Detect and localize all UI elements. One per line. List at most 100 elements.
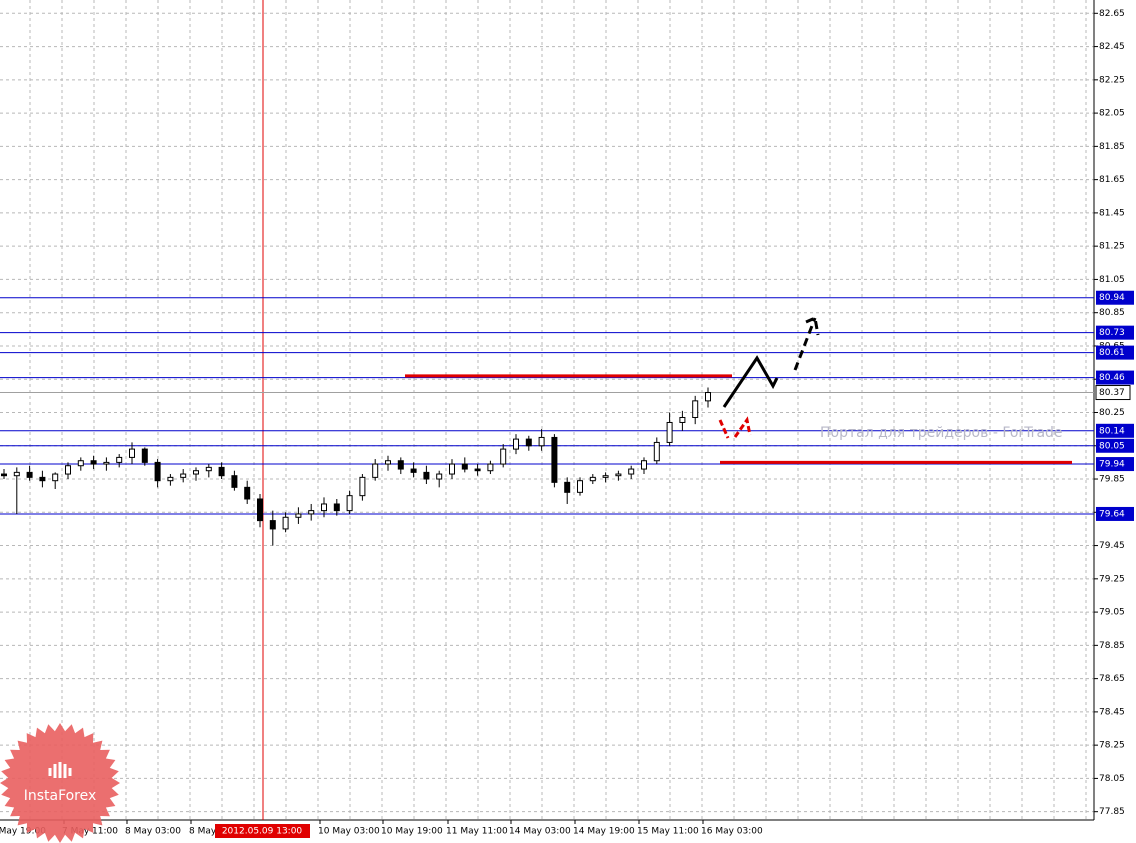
candle-body bbox=[436, 473, 443, 480]
forecast-arrow bbox=[722, 355, 779, 408]
y-tick-label: 79.25 bbox=[1099, 574, 1125, 584]
time-marker-box bbox=[215, 824, 310, 838]
y-tick-label: 78.25 bbox=[1099, 741, 1125, 751]
candle-body bbox=[282, 516, 289, 530]
candle-body bbox=[461, 463, 468, 470]
candle-body bbox=[65, 465, 71, 475]
logo bbox=[0, 723, 120, 843]
y-tick-label: 82.25 bbox=[1099, 75, 1125, 85]
candle-body bbox=[653, 441, 660, 462]
candle-body bbox=[295, 513, 302, 518]
level-label: 80.73 bbox=[1099, 328, 1125, 338]
candle-body bbox=[615, 473, 622, 477]
level-label-box bbox=[1096, 506, 1134, 521]
candle-body bbox=[193, 470, 199, 475]
candle-body bbox=[474, 468, 481, 472]
candle-body bbox=[525, 438, 532, 447]
level-label-box bbox=[1096, 423, 1134, 438]
candle-body bbox=[500, 448, 507, 465]
y-tick-label: 79.85 bbox=[1099, 475, 1125, 485]
level-label-box bbox=[1096, 345, 1134, 360]
level-label: 80.61 bbox=[1099, 348, 1125, 358]
candle-body bbox=[628, 468, 635, 475]
candle-body bbox=[577, 480, 583, 493]
y-tick-label: 82.05 bbox=[1099, 109, 1125, 119]
candle-body bbox=[538, 436, 545, 447]
candle-body bbox=[167, 476, 174, 482]
x-tick-label: 11 May 11:00 bbox=[446, 827, 508, 837]
level-label-box bbox=[1096, 438, 1134, 453]
candle-body bbox=[551, 436, 558, 483]
x-tick-label: 10 May 03:00 bbox=[318, 827, 380, 837]
y-tick-label: 78.65 bbox=[1099, 674, 1125, 684]
x-tick-label: 7 May 11:00 bbox=[62, 827, 118, 837]
candle-body bbox=[103, 461, 110, 465]
y-tick-label: 81.25 bbox=[1099, 242, 1125, 252]
logo-icon bbox=[48, 762, 72, 778]
y-tick-label: 78.85 bbox=[1099, 641, 1125, 651]
level-label: 80.46 bbox=[1099, 373, 1125, 383]
candle-body bbox=[564, 481, 571, 493]
x-tick-label: 16 May 03:00 bbox=[701, 827, 763, 837]
candle-body bbox=[257, 498, 263, 522]
forecast-arrow bbox=[793, 315, 820, 371]
candle-body bbox=[116, 456, 123, 463]
candle-body bbox=[359, 476, 366, 497]
forecast-arrow-red bbox=[718, 416, 752, 439]
x-tick-label: 10 May 19:00 bbox=[381, 827, 443, 837]
candle-body bbox=[679, 416, 686, 423]
x-tick-label: 15 May 11:00 bbox=[637, 827, 699, 837]
time-marker-label: 2012.05.09 13:00 bbox=[222, 827, 303, 837]
candle-body bbox=[385, 460, 391, 465]
x-tick-label: 14 May 03:00 bbox=[509, 827, 571, 837]
candle-body bbox=[449, 463, 455, 475]
candle-body bbox=[423, 471, 430, 480]
y-tick-label: 81.85 bbox=[1099, 142, 1125, 152]
candle-body bbox=[346, 495, 353, 512]
candle-body bbox=[308, 510, 315, 515]
level-label: 80.05 bbox=[1099, 441, 1125, 451]
candle-body bbox=[269, 520, 276, 530]
logo-text: InstaForex bbox=[24, 788, 97, 804]
level-label: 79.64 bbox=[1099, 509, 1125, 519]
y-tick-label: 77.85 bbox=[1099, 807, 1125, 817]
current-price-label: 80.37 bbox=[1099, 388, 1125, 398]
y-tick-label: 81.65 bbox=[1099, 175, 1125, 185]
x-tick-label: 4 May 19:00 bbox=[0, 827, 46, 837]
candle-body bbox=[180, 473, 187, 478]
candle-body bbox=[129, 448, 135, 458]
level-label-box bbox=[1096, 457, 1134, 472]
candle-body bbox=[205, 466, 212, 472]
candle-body bbox=[218, 466, 225, 477]
current-price-box bbox=[1095, 385, 1131, 401]
y-tick-label: 80.85 bbox=[1099, 308, 1125, 318]
level-label: 80.14 bbox=[1099, 426, 1125, 436]
candle-body bbox=[692, 400, 699, 418]
candle-body bbox=[244, 486, 251, 500]
candle-body bbox=[372, 463, 379, 478]
candle-body bbox=[705, 392, 711, 402]
candle-body bbox=[602, 475, 609, 478]
candle-body bbox=[154, 461, 161, 482]
level-label-box bbox=[1096, 370, 1134, 385]
y-tick-label: 81.05 bbox=[1099, 275, 1125, 285]
y-tick-label: 81.45 bbox=[1099, 208, 1125, 218]
candle-body bbox=[641, 460, 647, 470]
level-label: 80.94 bbox=[1099, 293, 1125, 303]
y-tick-label: 79.05 bbox=[1099, 608, 1125, 618]
y-tick-label: 79.45 bbox=[1099, 541, 1125, 551]
candle-body bbox=[77, 460, 84, 467]
candle-body bbox=[231, 475, 238, 488]
level-label-box bbox=[1096, 290, 1134, 305]
candle-body bbox=[13, 471, 20, 477]
level-label: 79.94 bbox=[1099, 460, 1125, 470]
candle-body bbox=[397, 460, 404, 470]
level-label-box bbox=[1096, 325, 1134, 340]
y-tick-label: 82.65 bbox=[1099, 9, 1125, 19]
candle-body bbox=[90, 460, 97, 465]
y-tick-label: 80.25 bbox=[1099, 408, 1125, 418]
candle-body bbox=[487, 463, 494, 472]
x-tick-label: 14 May 19:00 bbox=[573, 827, 635, 837]
y-tick-label: 78.45 bbox=[1099, 707, 1125, 717]
